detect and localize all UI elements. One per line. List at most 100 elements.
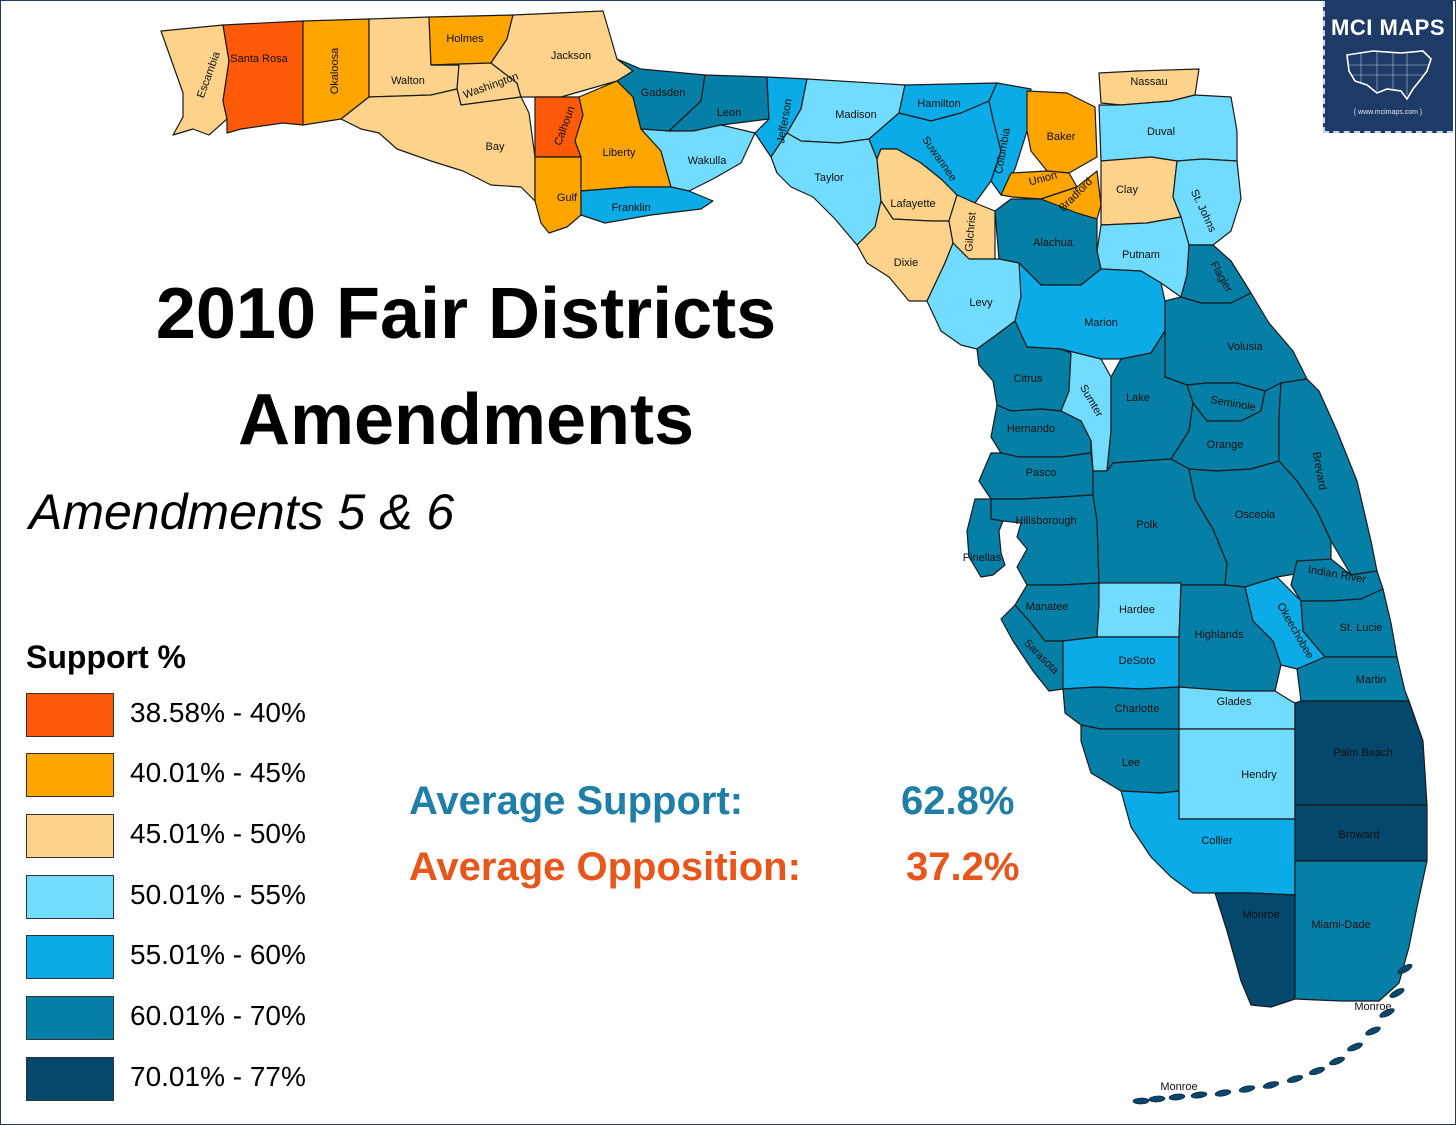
county-label-citrus: Citrus	[1014, 373, 1043, 385]
county-label-lafayette: Lafayette	[890, 198, 935, 210]
legend-item: 38.58% - 40%	[26, 693, 356, 737]
legend-label: 50.01% - 55%	[130, 879, 306, 910]
florida-keys-island	[1379, 1008, 1395, 1018]
county-label-collier: Collier	[1201, 835, 1233, 847]
legend-title: Support %	[26, 639, 186, 675]
county-miami-dade	[1294, 860, 1428, 1002]
county-label-volusia: Volusia	[1227, 341, 1263, 353]
legend-label: 55.01% - 60%	[130, 939, 306, 970]
county-label-hillsborough: Hillsborough	[1015, 515, 1076, 527]
county-label-charlotte: Charlotte	[1115, 703, 1160, 715]
county-label-orange: Orange	[1207, 439, 1244, 451]
florida-keys-island	[1148, 1095, 1166, 1103]
county-label-monroe: Monroe	[1160, 1081, 1197, 1093]
legend-label: 70.01% - 77%	[130, 1061, 306, 1092]
usa-map-icon	[1346, 50, 1432, 101]
florida-keys-island	[1214, 1089, 1232, 1097]
county-label-okaloosa: Okaloosa	[329, 47, 341, 94]
county-label-desoto: DeSoto	[1119, 655, 1156, 667]
legend-item: 40.01% - 45%	[26, 753, 356, 797]
county-clay	[1100, 156, 1182, 226]
florida-keys-island	[1347, 1042, 1363, 1052]
county-label-osceola: Osceola	[1235, 509, 1276, 521]
county-label-hardee: Hardee	[1119, 604, 1155, 616]
county-label-monroe: Monroe	[1242, 909, 1279, 921]
legend-item: 55.01% - 60%	[26, 935, 356, 979]
county-label-monroe: Monroe	[1354, 1001, 1391, 1013]
legend-label: 45.01% - 50%	[130, 818, 306, 849]
county-label-duval: Duval	[1147, 126, 1175, 138]
county-st-lucie	[1300, 588, 1398, 658]
florida-keys-island	[1190, 1091, 1208, 1099]
map-title-line-2: Amendments	[237, 380, 695, 460]
county-label-marion: Marion	[1084, 317, 1118, 329]
florida-keys-island	[1238, 1085, 1256, 1093]
county-hendry	[1178, 728, 1296, 820]
legend-item: 70.01% - 77%	[26, 1057, 356, 1101]
county-label-baker: Baker	[1047, 131, 1076, 143]
county-monroe	[1214, 892, 1296, 1008]
legend-label: 40.01% - 45%	[130, 757, 306, 788]
legend-swatch	[26, 935, 114, 979]
average-opposition-label: Average Opposition:	[409, 845, 801, 889]
county-franklin	[580, 186, 714, 224]
county-label-jackson: Jackson	[551, 50, 591, 62]
county-bay	[340, 88, 536, 202]
average-opposition-value: 37.2%	[906, 845, 1020, 889]
county-label-putnam: Putnam	[1122, 249, 1160, 261]
county-label-miami-dade: Miami-Dade	[1311, 919, 1370, 931]
county-label-liberty: Liberty	[602, 147, 636, 159]
county-label-clay: Clay	[1116, 184, 1139, 196]
county-label-pasco: Pasco	[1026, 467, 1057, 479]
county-label-wakulla: Wakulla	[688, 155, 728, 167]
legend-swatch	[26, 875, 114, 919]
florida-keys-island	[1132, 1097, 1150, 1105]
legend-swatch	[26, 693, 114, 737]
county-escambia	[160, 24, 230, 136]
florida-keys-island	[1389, 988, 1405, 998]
county-sarasota	[1000, 604, 1064, 692]
legend-item: 45.01% - 50%	[26, 814, 356, 858]
county-label-gilchrist: Gilchrist	[963, 212, 978, 253]
county-label-pinellas: Pinellas	[963, 552, 1002, 564]
county-st-johns	[1172, 158, 1242, 246]
florida-keys-island	[1168, 1093, 1186, 1101]
county-santa-rosa	[222, 20, 304, 134]
florida-keys-island	[1262, 1081, 1280, 1089]
county-label-broward: Broward	[1339, 829, 1380, 841]
county-label-palm-beach: Palm Beach	[1333, 747, 1392, 759]
county-hillsborough	[990, 494, 1100, 586]
county-label-levy: Levy	[969, 297, 993, 309]
county-glades	[1178, 686, 1296, 730]
county-label-glades: Glades	[1217, 696, 1252, 708]
map-subtitle: Amendments 5 & 6	[29, 484, 455, 540]
county-label-highlands: Highlands	[1195, 629, 1244, 641]
legend-label: 38.58% - 40%	[130, 697, 306, 728]
county-label-nassau: Nassau	[1130, 76, 1167, 88]
county-label-hamilton: Hamilton	[917, 98, 960, 110]
county-label-lake: Lake	[1126, 392, 1150, 404]
county-sumter	[1060, 348, 1112, 472]
county-label-manatee: Manatee	[1026, 601, 1069, 613]
county-label-gulf: Gulf	[557, 192, 578, 204]
county-martin	[1296, 656, 1410, 702]
legend-swatch	[26, 753, 114, 797]
county-label-gadsden: Gadsden	[641, 87, 686, 99]
badge-title: MCI MAPS	[1331, 15, 1445, 40]
county-wakulla	[640, 124, 756, 192]
county-label-st-lucie: St. Lucie	[1340, 622, 1383, 634]
county-label-leon: Leon	[717, 107, 741, 119]
legend-swatch	[26, 814, 114, 858]
county-label-holmes: Holmes	[446, 33, 484, 45]
county-hernando	[990, 404, 1092, 458]
county-label-polk: Polk	[1136, 519, 1158, 531]
legend-swatch	[26, 996, 114, 1040]
mci-maps-badge: MCI MAPS { www.mcimaps.com }	[1323, 1, 1453, 133]
florida-keys-island	[1329, 1056, 1345, 1066]
county-label-martin: Martin	[1356, 674, 1387, 686]
county-label-walton: Walton	[391, 75, 425, 87]
county-label-madison: Madison	[835, 109, 877, 121]
county-label-bay: Bay	[486, 141, 505, 153]
badge-url: { www.mcimaps.com }	[1353, 109, 1423, 116]
